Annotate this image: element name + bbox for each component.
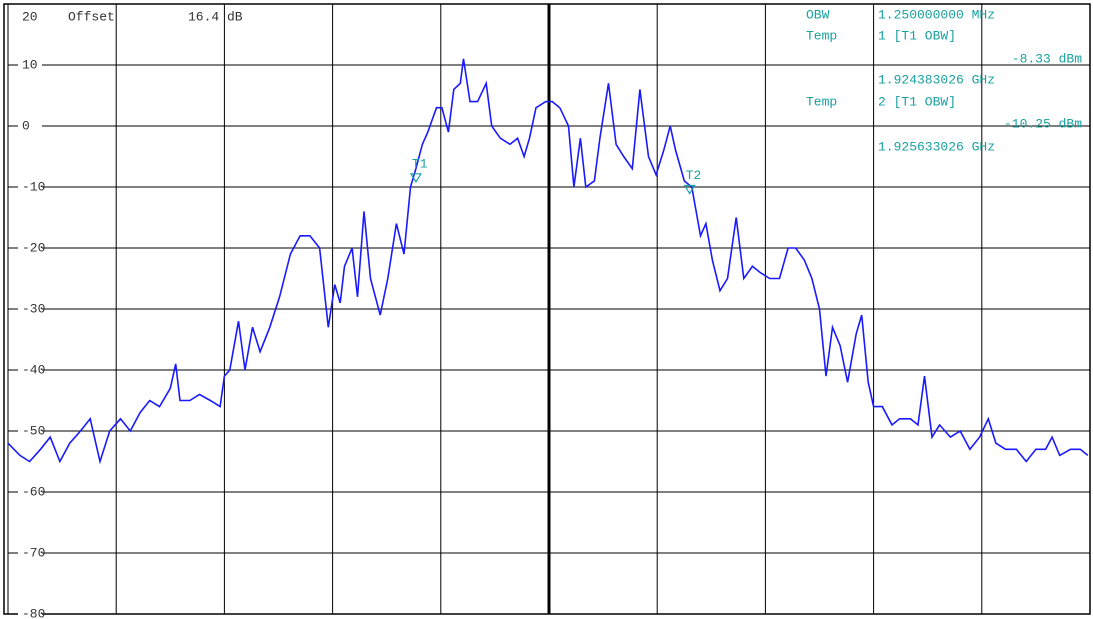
y-tick-label: 10 — [22, 57, 38, 72]
tick-label-bg — [18, 424, 42, 438]
tick-label-bg — [18, 180, 42, 194]
y-tick-label: -50 — [22, 423, 45, 438]
y-tick-label: 0 — [22, 118, 30, 133]
temp-level: -10.25 dBm — [1004, 116, 1082, 131]
tick-label-bg — [18, 119, 42, 133]
tick-label-bg — [18, 58, 42, 72]
tick-label-bg — [18, 10, 42, 24]
obw-label: OBW — [806, 7, 830, 22]
obw-value: 1.250000000 MHz — [878, 7, 995, 22]
y-tick-label: -30 — [22, 301, 45, 316]
y-tick-label: -20 — [22, 240, 45, 255]
marker-label: T1 — [412, 156, 428, 171]
offset-value: 16.4 dB — [188, 9, 243, 24]
temp-freq: 1.925633026 GHz — [878, 139, 995, 154]
temp-label: Temp — [806, 94, 837, 109]
marker — [683, 184, 696, 195]
y-tick-label: -80 — [22, 606, 45, 619]
marker-label: T2 — [686, 168, 702, 183]
y-tick-label: -10 — [22, 179, 45, 194]
temp-freq: 1.924383026 GHz — [878, 72, 995, 87]
temp-label: Temp — [806, 28, 837, 43]
y-tick-label: -70 — [22, 545, 45, 560]
marker — [409, 173, 422, 183]
y-tick-label: -40 — [22, 362, 45, 377]
tick-label-bg — [18, 485, 42, 499]
tick-label-bg — [18, 302, 42, 316]
trace — [7, 58, 1089, 465]
tick-label-bg — [18, 607, 42, 619]
tick-label-bg — [18, 241, 42, 255]
tick-label-bg — [18, 546, 42, 560]
temp-ref: 1 [T1 OBW] — [878, 28, 956, 43]
y-tick-label: 20 — [22, 9, 38, 24]
tick-label-bg — [18, 363, 42, 377]
temp-level: -8.33 dBm — [1012, 51, 1082, 66]
temp-ref: 2 [T1 OBW] — [878, 94, 956, 109]
offset-label: Offset — [68, 9, 115, 24]
y-tick-label: -60 — [22, 484, 45, 499]
